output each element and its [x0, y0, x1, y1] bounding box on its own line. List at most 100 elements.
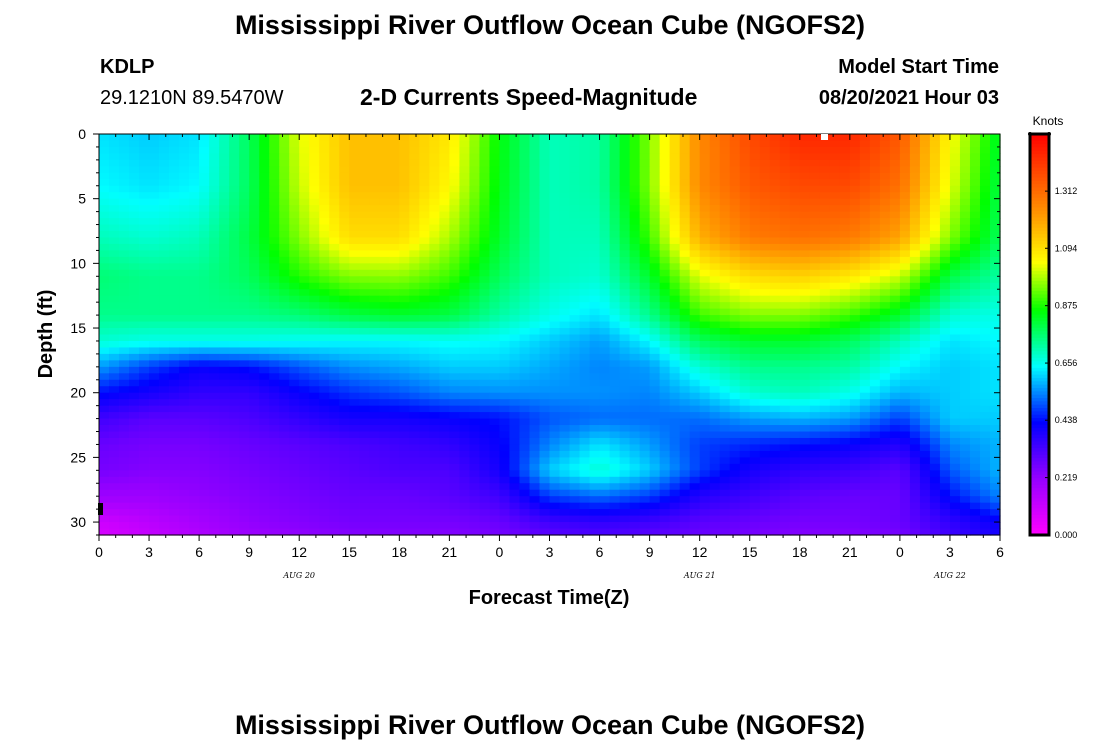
heatmap-cell — [769, 444, 781, 452]
heatmap-cell — [889, 192, 901, 200]
heatmap-cell — [769, 373, 781, 381]
heatmap-cell — [769, 308, 781, 316]
heatmap-cell — [209, 399, 220, 407]
heatmap-cell — [529, 269, 541, 277]
heatmap-cell — [259, 282, 270, 290]
heatmap-cell — [369, 153, 380, 161]
heatmap-cell — [189, 308, 200, 316]
heatmap-cell — [699, 373, 711, 381]
heatmap-cell — [799, 205, 811, 213]
heatmap-cell — [799, 444, 811, 452]
heatmap-cell — [949, 269, 961, 277]
heatmap-cell — [779, 140, 791, 148]
heatmap-cell — [279, 166, 290, 174]
heatmap-cell — [139, 483, 150, 491]
heatmap-cell — [619, 457, 631, 465]
heatmap-cell — [129, 231, 140, 239]
heatmap-cell — [319, 256, 330, 264]
heatmap-cell — [899, 134, 911, 142]
heatmap-cell — [819, 379, 831, 387]
heatmap-cell — [109, 463, 120, 471]
heatmap-cell — [129, 134, 140, 142]
heatmap-cell — [569, 224, 581, 232]
heatmap-cell — [939, 386, 951, 394]
heatmap-cell — [949, 353, 961, 361]
heatmap-cell — [709, 289, 721, 297]
heatmap-cell — [689, 282, 701, 290]
heatmap-cell — [689, 218, 701, 226]
heatmap-cell — [119, 405, 130, 413]
heatmap-cell — [839, 263, 851, 271]
heatmap-cell — [719, 192, 731, 200]
heatmap-cell — [819, 340, 831, 349]
heatmap-cell — [269, 405, 280, 413]
heatmap-cell — [609, 192, 621, 200]
heatmap-cell — [519, 218, 531, 226]
heatmap-cell — [609, 159, 621, 167]
heatmap-cell — [739, 295, 751, 303]
heatmap-cell — [699, 476, 711, 484]
heatmap-cell — [719, 172, 731, 180]
heatmap-cell — [459, 159, 471, 167]
heatmap-cell — [759, 250, 771, 258]
heatmap-cell — [129, 379, 140, 387]
heatmap-cell — [249, 347, 260, 355]
heatmap-cell — [949, 289, 961, 297]
heatmap-cell — [599, 463, 611, 471]
heatmap-cell — [429, 289, 440, 297]
heatmap-cell — [239, 334, 250, 342]
heatmap-cell — [699, 412, 711, 420]
heatmap-cell — [99, 146, 110, 155]
heatmap-cell — [909, 269, 921, 277]
heatmap-cell — [789, 250, 801, 258]
heatmap-cell — [309, 159, 320, 167]
heatmap-cell — [249, 437, 260, 446]
heatmap-cell — [709, 224, 721, 232]
heatmap-cell — [799, 224, 811, 232]
heatmap-cell — [639, 431, 651, 439]
heatmap-cell — [759, 366, 771, 374]
heatmap-cell — [509, 289, 521, 297]
heatmap-cell — [149, 373, 160, 381]
heatmap-cell — [449, 302, 460, 310]
heatmap-cell — [569, 334, 581, 342]
heatmap-cell — [699, 321, 711, 329]
heatmap-cell — [639, 392, 651, 400]
heatmap-cell — [529, 412, 541, 420]
heatmap-cell — [609, 379, 621, 387]
heatmap-cell — [959, 211, 971, 219]
heatmap-cell — [109, 399, 120, 407]
heatmap-cell — [569, 437, 581, 446]
heatmap-cell — [369, 231, 380, 239]
heatmap-cell — [339, 412, 350, 420]
heatmap-cell — [389, 386, 400, 394]
heatmap-cell — [299, 405, 310, 413]
heatmap-cell — [799, 276, 811, 284]
heatmap-cell — [699, 256, 711, 264]
heatmap-cell — [109, 308, 120, 316]
heatmap-cell — [449, 198, 460, 206]
heatmap-cell — [389, 179, 400, 187]
heatmap-cell — [359, 211, 370, 219]
heatmap-cell — [139, 308, 150, 316]
heatmap-cell — [549, 179, 561, 187]
heatmap-cell — [439, 399, 450, 407]
heatmap-cell — [879, 231, 891, 239]
heatmap-cell — [709, 399, 721, 407]
heatmap-cell — [149, 328, 160, 336]
heatmap-cell — [399, 450, 410, 458]
heatmap-cell — [519, 198, 531, 206]
heatmap-cell — [159, 198, 170, 206]
heatmap-cell — [169, 218, 180, 226]
heatmap-cell — [539, 159, 551, 167]
heatmap-cell — [939, 295, 951, 303]
heatmap-cell — [539, 334, 551, 342]
heatmap-cell — [949, 218, 961, 226]
heatmap-cell — [169, 198, 180, 206]
heatmap-cell — [979, 263, 991, 271]
heatmap-cell — [889, 425, 901, 433]
heatmap-cell — [729, 231, 741, 239]
heatmap-cell — [409, 431, 420, 439]
heatmap-cell — [169, 172, 180, 180]
heatmap-cell — [949, 366, 961, 374]
